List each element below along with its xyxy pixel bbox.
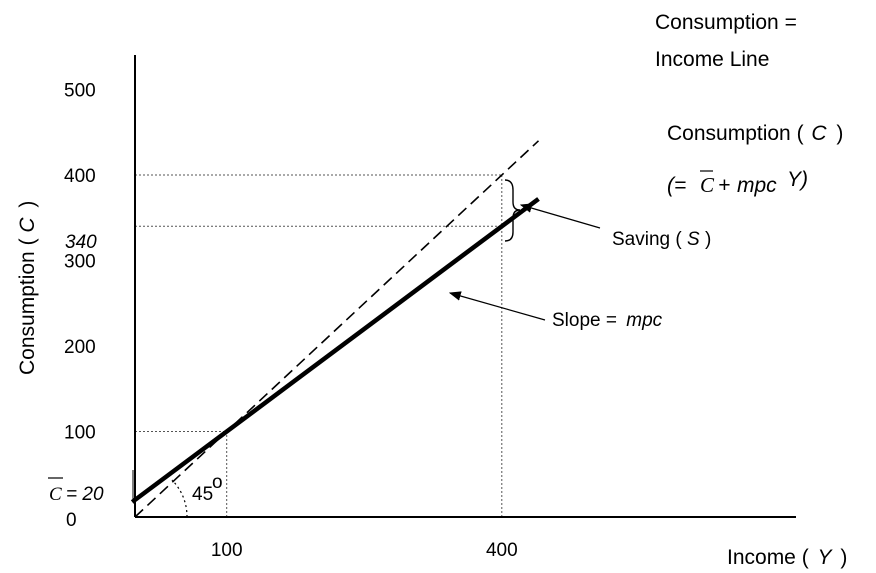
y-axis-label-text: Consumption ( [16,238,39,375]
angle-45-arc [171,479,188,518]
formula-c: C [700,173,715,197]
x-axis-label-text: Income ( [727,546,809,569]
y-tick-label-340: 340 [65,232,97,253]
consumption-label-close: ) [836,122,843,145]
y-axis-label: Consumption ( C ) [16,201,39,375]
x-axis-label-close: ) [840,546,847,569]
x-tick-label-100: 100 [211,540,243,561]
intercept-label: C = 20 [48,477,104,505]
y-tick-label-400: 400 [64,166,96,187]
slope-label-var: mpc [626,310,662,331]
angle-label: 45 [192,484,213,505]
ci-line-label-1: Consumption = [655,11,797,34]
origin-label: 0 [66,510,77,531]
formula-open: (= [667,174,686,197]
x-axis-label-var: Y [818,546,834,569]
intercept-value: = 20 [66,484,104,505]
y-tick-label-200: 200 [64,337,96,358]
saving-label-text: Saving ( [612,229,682,250]
consumption-label-var: C [811,122,827,145]
angle-degree-mark: o [212,472,223,493]
y-axis-label-close: ) [16,201,39,208]
saving-label: Saving ( S ) [612,229,711,250]
formula-mpc: mpc [737,174,777,197]
formula-plus: + [718,174,730,197]
x-axis-label: Income ( Y ) [727,546,847,569]
saving-label-close: ) [705,229,711,250]
y-tick-label-100: 100 [64,423,96,444]
consumption-formula: (= C + mpc Y) [667,168,808,197]
saving-brace [504,179,521,242]
saving-label-var: S [687,229,700,250]
y-axis-label-var: C [16,217,39,233]
x-tick-label-400: 400 [486,540,518,561]
x-tick-labels: 100 400 [211,540,518,561]
slope-arrow [448,291,546,321]
slope-label: Slope = mpc [552,310,663,331]
guide-lines [135,174,503,517]
intercept-symbol: C [49,484,62,505]
consumption-function-line [130,197,540,504]
consumption-income-line [134,140,540,518]
saving-arrow [519,203,601,229]
y-tick-label-500: 500 [64,81,96,102]
consumption-line-label: Consumption ( C ) [667,122,843,145]
ci-line-label-2: Income Line [655,48,769,71]
slope-label-text: Slope = [552,310,617,331]
formula-y: Y) [787,168,808,191]
y-tick-label-300: 300 [64,252,96,273]
consumption-label-text: Consumption ( [667,122,804,145]
y-tick-labels: 100 200 300 400 500 [64,81,96,444]
